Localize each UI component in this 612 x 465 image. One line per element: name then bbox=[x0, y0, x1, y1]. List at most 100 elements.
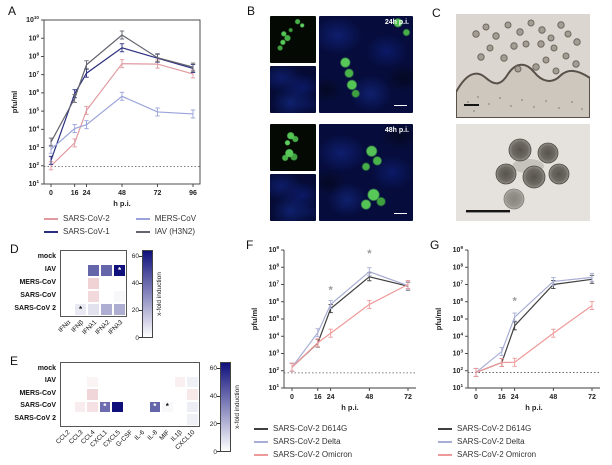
x-axis-title: h p.i. bbox=[113, 199, 131, 208]
fluorescence-blue-channel-48h bbox=[270, 174, 316, 221]
heatmap-col-label: IFNα bbox=[56, 319, 72, 335]
heatmap-cell bbox=[87, 264, 100, 277]
fluorescence-green-channel-48h bbox=[270, 124, 316, 171]
panel-e-label: E bbox=[10, 354, 19, 368]
heatmap-cell bbox=[100, 277, 113, 290]
heatmap-cell bbox=[148, 413, 161, 426]
y-tick-label: 108 bbox=[453, 262, 464, 271]
panel-b-label: B bbox=[247, 4, 256, 18]
y-tick-label: 104 bbox=[269, 331, 280, 340]
y-tick-label: 1010 bbox=[26, 15, 39, 24]
y-tick-label: 105 bbox=[269, 314, 280, 323]
heatmap-row-label: mock bbox=[37, 253, 56, 260]
x-tick-label: 24 bbox=[511, 394, 519, 401]
heatmap-cell bbox=[74, 251, 87, 264]
heatmap-cell bbox=[123, 388, 136, 401]
colorbar-label: x-fold induction bbox=[156, 272, 163, 316]
fluorescence-merged-24h: 24h p.i. bbox=[319, 16, 413, 113]
heatmap-col-label: MIF bbox=[158, 428, 172, 442]
y-tick-label: 104 bbox=[453, 331, 464, 340]
heatmap-cell bbox=[113, 277, 126, 290]
colorbar-tick bbox=[217, 367, 220, 369]
y-tick-label: 108 bbox=[269, 262, 280, 271]
heatmap-cell bbox=[161, 363, 174, 376]
series-line bbox=[475, 305, 593, 373]
series-line bbox=[50, 34, 194, 143]
colorbar-tick bbox=[139, 255, 142, 257]
heatmap-cell bbox=[98, 413, 111, 426]
y-tick-label: 102 bbox=[269, 366, 280, 375]
heatmap-cell bbox=[136, 388, 149, 401]
scale-bar bbox=[394, 104, 407, 106]
fluorescence-blue-channel-24h bbox=[270, 66, 316, 113]
panel-c-label: C bbox=[432, 6, 441, 20]
heatmap-cell bbox=[86, 400, 99, 413]
heatmap-col-label: IFNλ3 bbox=[106, 319, 124, 337]
legend-label: SARS-CoV-2 D614G bbox=[273, 424, 348, 433]
legend-color-line bbox=[254, 453, 268, 456]
heatmap-cell bbox=[100, 264, 113, 277]
electron-micrograph-virions bbox=[456, 124, 590, 221]
heatmap-cell bbox=[148, 375, 161, 388]
legend-label: SARS-CoV-2 Delta bbox=[273, 437, 341, 446]
heatmap-cell bbox=[87, 290, 100, 303]
heatmap-cell bbox=[111, 375, 124, 388]
x-tick-label: 0 bbox=[474, 394, 478, 401]
colorbar-tick-label: 40 bbox=[209, 393, 217, 401]
heatmap-cell bbox=[86, 363, 99, 376]
series-line bbox=[50, 63, 194, 167]
heatmap-cell bbox=[173, 388, 186, 401]
colorbar-tick-label: 0 bbox=[213, 448, 217, 456]
heatmap-cell: * bbox=[74, 303, 87, 316]
heatmap-cell bbox=[136, 413, 149, 426]
heatmap-cell bbox=[123, 375, 136, 388]
heatmap-cell bbox=[61, 413, 74, 426]
y-tick-label: 106 bbox=[453, 297, 464, 306]
legend-item: SARS-CoV-2 D614G bbox=[254, 422, 352, 435]
x-tick-label: 48 bbox=[549, 394, 557, 401]
heatmap-cell bbox=[173, 363, 186, 376]
heatmap-cell: * bbox=[148, 400, 161, 413]
significance-asterisk: * bbox=[78, 304, 83, 314]
heatmap-cell bbox=[173, 400, 186, 413]
y-tick-label: 105 bbox=[29, 106, 40, 115]
legend-label: SARS-CoV-2 Omicron bbox=[457, 450, 537, 459]
heatmap-cell bbox=[136, 375, 149, 388]
y-tick-label: 107 bbox=[453, 280, 464, 289]
heatmap-cell bbox=[98, 388, 111, 401]
heatmap-col-label: G-CSF bbox=[114, 428, 135, 448]
colorbar-tick-label: 40 bbox=[131, 280, 139, 288]
x-tick-label: 0 bbox=[49, 190, 53, 197]
heatmap-cell bbox=[98, 375, 111, 388]
heatmap-cell bbox=[186, 400, 199, 413]
y-axis-title: pfu/ml bbox=[250, 308, 259, 331]
legend-item: SARS-CoV-2 bbox=[44, 212, 110, 225]
colorbar-tick bbox=[139, 282, 142, 284]
y-axis-title: pfu/ml bbox=[434, 308, 443, 331]
legend-color-line bbox=[254, 440, 268, 443]
heatmap-cell bbox=[111, 400, 124, 413]
heatmap-row-label: SARS-CoV 2 bbox=[14, 305, 56, 312]
series-line bbox=[291, 283, 409, 368]
heatmap-cell bbox=[161, 375, 174, 388]
heatmap-col-label: IL-8 bbox=[146, 428, 160, 442]
x-axis-title: h p.i. bbox=[525, 403, 543, 412]
heatmap-cell bbox=[61, 290, 74, 303]
x-tick-label: 72 bbox=[588, 394, 596, 401]
panel-d-colorbar: 0 20 40 60 x-fold induction bbox=[128, 250, 188, 342]
y-tick-label: 101 bbox=[453, 383, 464, 392]
heatmap-cell bbox=[61, 251, 74, 264]
heatmap-cell bbox=[61, 363, 74, 376]
x-tick-label: 96 bbox=[189, 190, 197, 197]
heatmap-cell bbox=[87, 251, 100, 264]
y-tick-label: 108 bbox=[29, 52, 40, 61]
y-axis-title: pfu/ml bbox=[10, 91, 19, 114]
y-tick-label: 106 bbox=[269, 297, 280, 306]
panel-e-heatmap: mock IAV MERS-CoV SARS-CoV SARS-CoV 2 * * * CCL2… bbox=[10, 362, 200, 459]
fluorescence-green-channel-24h bbox=[270, 16, 316, 63]
x-tick-label: 0 bbox=[290, 394, 294, 401]
legend-label: SARS-CoV-2 D614G bbox=[457, 424, 532, 433]
x-tick-label: 72 bbox=[154, 190, 162, 197]
colorbar-tick-label: 60 bbox=[209, 365, 217, 373]
